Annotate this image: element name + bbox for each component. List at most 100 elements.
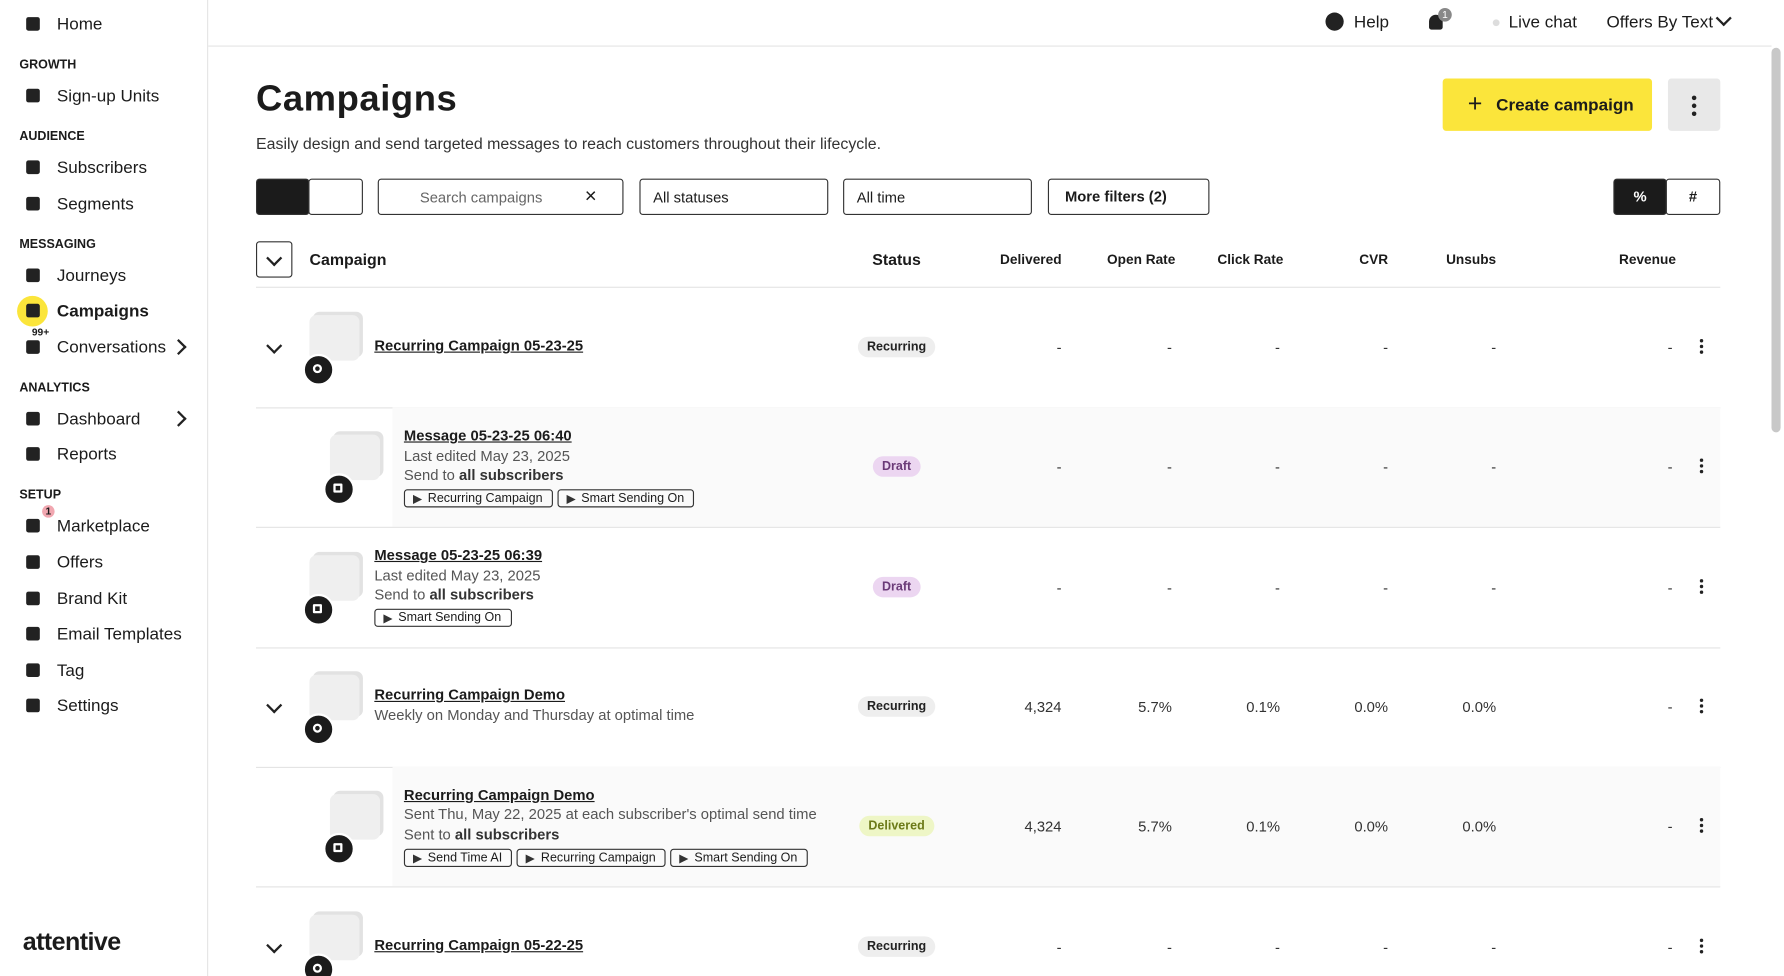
campaign-title[interactable]: Message 05-23-25 06:39 — [374, 546, 543, 564]
help-link[interactable]: Help — [1353, 12, 1390, 32]
metric-cell: - — [1166, 339, 1172, 357]
row-menu[interactable] — [1699, 339, 1704, 343]
metric-cell: - — [1383, 339, 1389, 357]
metric-cell: 0.0% — [1462, 698, 1497, 716]
nav-item[interactable]: Segments — [56, 194, 134, 214]
column-header[interactable]: Status — [872, 250, 921, 269]
detail-text: Sent to — [403, 825, 451, 844]
create-campaign-label[interactable]: Create campaign — [1496, 95, 1634, 115]
nav-icon — [26, 411, 40, 426]
metric-cell: - — [1491, 458, 1497, 476]
nav-section-title: GROWTH — [19, 58, 77, 72]
row-expand-chevron[interactable] — [266, 337, 283, 354]
status-filter[interactable] — [639, 178, 829, 216]
row-menu[interactable] — [1699, 698, 1704, 702]
metric-cell: - — [1667, 938, 1673, 956]
row-menu[interactable] — [1699, 938, 1704, 942]
account-menu[interactable]: Offers By Text — [1606, 12, 1714, 32]
search-box[interactable] — [377, 178, 624, 216]
type-glyph-chat — [333, 483, 343, 493]
date-filter[interactable] — [843, 178, 1032, 216]
nav-item[interactable]: Reports — [56, 445, 117, 465]
row-menu[interactable] — [1699, 578, 1704, 583]
sidebar — [0, 0, 209, 976]
nav-item[interactable]: Brand Kit — [56, 588, 128, 609]
percent-toggle[interactable]: % — [1613, 178, 1667, 216]
thumbnail — [329, 794, 381, 840]
campaign-detail: Send to all subscribers — [404, 467, 564, 484]
thumbnail-icon — [323, 833, 355, 865]
column-header[interactable]: Revenue — [1618, 251, 1676, 268]
metric-cell: - — [1275, 578, 1280, 596]
column-header[interactable]: Unsubs — [1446, 251, 1497, 268]
expand-all-button[interactable] — [255, 241, 293, 278]
tag: Smart Sending On — [557, 489, 695, 508]
detail-emphasis: all subscribers — [429, 586, 534, 604]
nav-icon — [26, 663, 40, 677]
scrollbar-thumb[interactable] — [1771, 47, 1781, 433]
nav-item[interactable]: Dashboard — [56, 409, 141, 429]
create-plus: + — [1467, 88, 1483, 118]
row-menu[interactable] — [1699, 458, 1704, 463]
count-toggle[interactable]: # — [1665, 178, 1721, 216]
metric-cell: - — [1491, 938, 1497, 956]
campaign-title[interactable]: Recurring Campaign Demo — [374, 686, 566, 704]
column-header[interactable]: Campaign — [309, 250, 387, 269]
detail-text: Send to — [403, 466, 455, 484]
metric-cell: - — [1056, 578, 1062, 596]
row-divider — [255, 886, 1721, 888]
nav-section-title: MESSAGING — [19, 237, 96, 251]
nav-item[interactable]: Tag — [56, 660, 85, 681]
campaign-detail: Sent Thu, May 22, 2025 at each subscribe… — [404, 806, 817, 823]
nav-item[interactable]: Home — [56, 14, 103, 35]
help-icon[interactable] — [1325, 12, 1344, 31]
row-expand-chevron[interactable] — [266, 936, 283, 953]
calendar-view-toggle[interactable] — [308, 178, 363, 216]
nav-icon — [26, 160, 40, 175]
create-campaign-button[interactable] — [1442, 78, 1653, 131]
campaign-title[interactable]: Recurring Campaign Demo — [403, 786, 595, 804]
status-filter-label: All statuses — [653, 188, 729, 206]
campaign-detail: Sent to all subscribers — [404, 826, 559, 843]
row-menu[interactable] — [1699, 818, 1704, 822]
detail-text: Last edited May 23, 2025 — [374, 566, 541, 584]
column-header[interactable]: Open Rate — [1107, 251, 1176, 268]
nav-item[interactable]: Journeys — [56, 265, 127, 286]
row-expand-chevron[interactable] — [266, 697, 283, 714]
search-clear[interactable]: × — [584, 184, 597, 208]
metric-cell: - — [1275, 339, 1280, 357]
metric-cell: 0.0% — [1354, 818, 1389, 836]
row-divider — [255, 646, 1721, 649]
nav-item[interactable]: Email Templates — [56, 624, 182, 645]
status-pill: Recurring — [857, 336, 936, 358]
nav-icon — [26, 303, 40, 318]
column-header[interactable]: CVR — [1359, 251, 1389, 268]
column-header[interactable]: Delivered — [1000, 251, 1062, 268]
nav-icon — [26, 268, 40, 282]
nav-item[interactable]: Subscribers — [56, 158, 148, 178]
nav-item[interactable]: Sign-up Units — [56, 86, 160, 106]
campaign-title[interactable]: Recurring Campaign 05-23-25 — [374, 337, 584, 355]
status-pill: Recurring — [857, 696, 936, 717]
nav-item[interactable]: Marketplace — [56, 516, 150, 537]
campaign-title[interactable]: Message 05-23-25 06:40 — [403, 426, 572, 444]
more-actions-button[interactable] — [1667, 78, 1721, 131]
live-chat-link[interactable]: Live chat — [1508, 12, 1577, 32]
thumbnail-icon — [323, 473, 355, 506]
nav-item[interactable]: Offers — [56, 552, 104, 573]
campaign-title[interactable]: Recurring Campaign 05-22-25 — [374, 936, 584, 954]
nav-item[interactable]: Campaigns — [56, 301, 149, 322]
more-filters-button[interactable] — [1047, 178, 1210, 216]
detail-emphasis: all subscribers — [459, 466, 564, 484]
metric-cell: 0.0% — [1354, 698, 1389, 716]
tag-list: Recurring Campaign Smart Sending On — [403, 487, 699, 508]
nav-item[interactable]: Conversations — [56, 337, 166, 358]
thumbnail — [309, 674, 360, 721]
nav-item[interactable]: Settings — [56, 696, 119, 717]
metric-cell: - — [1383, 578, 1389, 596]
tag: Smart Sending On — [670, 848, 808, 867]
type-glyph-mail — [333, 843, 343, 853]
list-view-toggle[interactable] — [255, 178, 310, 216]
column-header[interactable]: Click Rate — [1217, 251, 1284, 268]
